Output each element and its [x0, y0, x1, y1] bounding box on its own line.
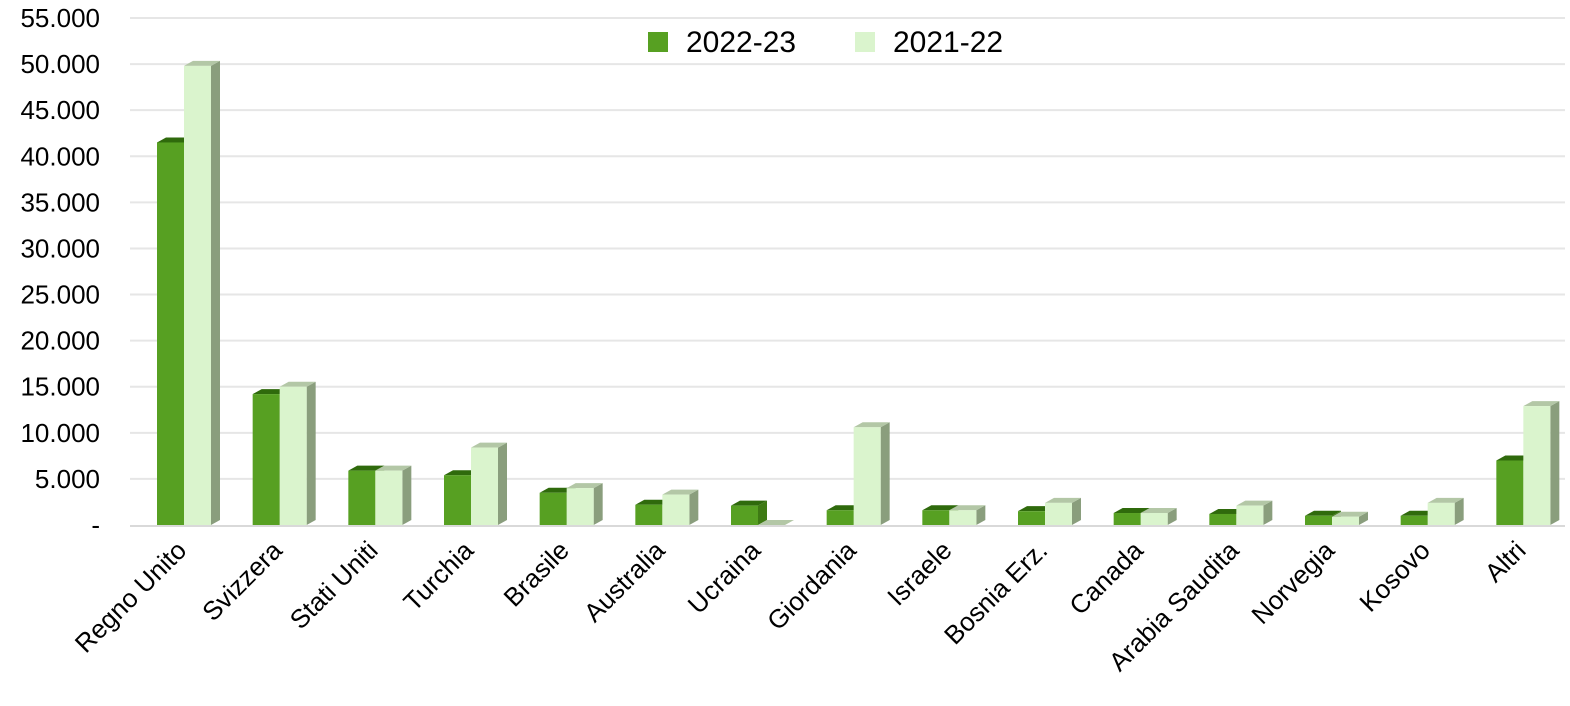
x-tick-label: Brasile — [497, 535, 574, 612]
legend-label: 2022-23 — [686, 26, 796, 59]
y-tick-label: 35.000 — [20, 187, 100, 217]
bar-2021-22-ucraina — [758, 520, 794, 525]
bar-2021-22-canada — [1140, 508, 1177, 525]
bar-2021-22-svizzera — [279, 381, 316, 525]
bar-2021-22-bosnia-erz- — [1045, 497, 1081, 525]
y-tick-label: 55.000 — [20, 3, 100, 33]
x-tick-label: Israele — [881, 535, 957, 611]
bar-2021-22-altri — [1523, 401, 1560, 525]
x-tick-label: Kosovo — [1353, 535, 1436, 618]
y-tick-label: 40.000 — [20, 141, 100, 171]
x-tick-label: Turchia — [397, 535, 479, 617]
y-tick-label: 20.000 — [20, 326, 100, 356]
legend-swatch — [855, 32, 875, 52]
x-tick-label: Svizzera — [196, 535, 288, 627]
y-axis-ticks: - 5.000 10.000 15.000 20.000 25.000 30.000 35.0… — [20, 3, 100, 540]
legend: 2022-23 2021-22 — [648, 26, 1003, 59]
bar-2021-22-kosovo — [1427, 497, 1464, 525]
y-tick-label: 15.000 — [20, 372, 100, 402]
bars — [157, 60, 1560, 526]
bar-2021-22-turchia — [471, 442, 507, 525]
legend-item: 2021-22 — [855, 26, 1003, 59]
bar-2021-22-australia — [662, 489, 699, 525]
y-tick-label: 10.000 — [20, 418, 100, 448]
legend-swatch — [648, 32, 668, 52]
x-tick-label: Australia — [578, 535, 671, 628]
legend-label: 2021-22 — [893, 26, 1003, 59]
y-tick-label: - — [91, 510, 100, 540]
x-tick-label: Canada — [1063, 535, 1149, 621]
x-tick-label: Giordania — [761, 535, 862, 636]
gridlines — [130, 17, 1565, 527]
bar-2021-22-stati-uniti — [375, 465, 412, 525]
y-tick-label: 45.000 — [20, 95, 100, 125]
bar-2021-22-israele — [949, 505, 986, 525]
y-tick-label: 5.000 — [35, 464, 100, 494]
x-tick-label: Ucraina — [682, 535, 767, 620]
y-tick-label: 50.000 — [20, 49, 100, 79]
x-tick-label: Regno Unito — [69, 535, 192, 658]
y-tick-label: 30.000 — [20, 233, 100, 263]
legend-item: 2022-23 — [648, 26, 796, 59]
bar-2021-22-regno-unito — [184, 60, 220, 526]
y-tick-label: 25.000 — [20, 280, 100, 310]
x-tick-label: Stati Uniti — [284, 535, 384, 635]
x-tick-label: Norvegia — [1245, 535, 1340, 630]
bar-2021-22-norvegia — [1332, 511, 1368, 525]
x-tick-label: Bosnia Erz. — [938, 535, 1053, 650]
bar-2021-22-giordania — [853, 422, 890, 525]
bar-2021-22-brasile — [566, 483, 603, 525]
bar-2021-22-arabia-saudita — [1236, 500, 1273, 525]
bar-2022-23-ucraina — [731, 500, 767, 525]
x-tick-label: Altri — [1479, 535, 1532, 588]
